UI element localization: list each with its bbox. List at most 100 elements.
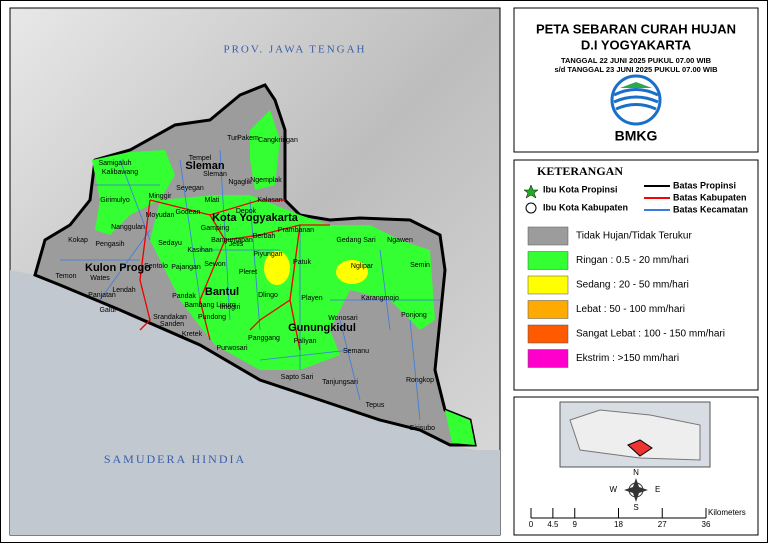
district-label: Sleman <box>203 171 227 178</box>
district-label: Gamping <box>201 225 230 232</box>
regency-label: Sleman <box>185 160 224 172</box>
district-label: Srandakan <box>153 314 187 321</box>
district-label: Kalibawang <box>102 169 138 176</box>
district-label: Wates <box>90 275 110 282</box>
regency-label: Bantul <box>205 286 239 298</box>
district-label: Kalasan <box>257 197 282 204</box>
legend-class-label: Sedang : 20 - 50 mm/hari <box>576 280 689 291</box>
compass-e: E <box>655 485 660 494</box>
district-label: Sewon <box>204 261 226 268</box>
legend-class-label: Tidak Hujan/Tidak Terukur <box>576 231 692 242</box>
district-label: Nanggulan <box>111 224 145 231</box>
region-label: PROV. JAWA TENGAH <box>223 44 366 56</box>
district-label: Moyudan <box>146 212 175 219</box>
district-label: Kokap <box>68 237 88 244</box>
district-label: Pakem <box>237 135 259 142</box>
legend-class-label: Sangat Lebat : 100 - 150 mm/hari <box>576 329 725 340</box>
district-label: Semanu <box>343 348 369 355</box>
district-label: Sanden <box>160 321 184 328</box>
district-label: Ngemplak <box>250 177 282 184</box>
district-label: Piyungan <box>253 251 282 258</box>
district-label: Ponjong <box>401 312 427 319</box>
district-label: Semin <box>410 262 430 269</box>
scale-label: 9 <box>573 520 578 529</box>
logo-text: BMKG <box>615 128 658 144</box>
legend-symbol-label: Ibu Kota Kabupaten <box>543 202 628 212</box>
district-label: Mlati <box>205 197 220 204</box>
district-label: Galur <box>99 307 117 314</box>
district-label: Temon <box>55 273 76 280</box>
circle-symbol <box>525 202 537 214</box>
scale-unit: Kilometers <box>708 508 746 517</box>
rain-moderate <box>264 251 368 285</box>
district-label: Pleret <box>239 269 257 276</box>
scale-label: 0 <box>529 520 534 529</box>
district-label: Banguntapan <box>211 237 253 244</box>
legend-class-label: Ringan : 0.5 - 20 mm/hari <box>576 255 689 266</box>
compass-s: S <box>633 503 638 512</box>
district-borders <box>60 149 440 421</box>
district-label: Panggang <box>248 335 280 342</box>
district-label: Prambanan <box>278 227 314 234</box>
period: TANGGAL 22 JUNI 2025 PUKUL 07.00 WIB <box>561 56 712 65</box>
inset-diy <box>627 439 653 457</box>
scale-label: 36 <box>702 520 711 529</box>
district-label: Girisubo <box>409 425 435 432</box>
legend-symbol-label: Ibu Kota Propinsi <box>543 184 618 194</box>
district-label: Karangmojo <box>361 295 399 302</box>
compass-w: W <box>609 485 617 494</box>
district-label: Kasihan <box>187 247 212 254</box>
legend-swatch <box>527 275 569 295</box>
district-label: Seyegan <box>176 185 204 192</box>
title: PETA SEBARAN CURAH HUJAN <box>536 21 736 36</box>
district-label: Pandak <box>172 293 196 300</box>
district-label: Sapto Sari <box>281 374 314 381</box>
district-label: Panjatan <box>88 292 116 299</box>
legend-line-label: Batas Kabupaten <box>673 192 747 202</box>
district-label: Gedang Sari <box>336 237 376 244</box>
scale-label: 18 <box>614 520 623 529</box>
district-label: Cangkringan <box>258 137 298 144</box>
sea <box>10 270 500 535</box>
period: s/d TANGGAL 23 JUNI 2025 PUKUL 07.00 WIB <box>555 65 719 74</box>
district-label: Wonosari <box>328 315 358 322</box>
district-label: Kretek <box>182 331 203 338</box>
compass <box>624 478 648 502</box>
compass-n: N <box>633 468 639 477</box>
district-label: Patuk <box>293 259 311 266</box>
star-symbol <box>523 184 539 199</box>
district-label: Ngawen <box>387 237 413 244</box>
legend-swatch <box>527 324 569 344</box>
district-label: Pundong <box>198 314 226 321</box>
district-label: Tempel <box>189 155 212 162</box>
district-label: Minggir <box>149 193 173 200</box>
district-label: Sentolo <box>144 263 168 270</box>
title: D.I YOGYAKARTA <box>581 37 692 52</box>
district-label: Ngaglik <box>228 179 252 186</box>
district-label: Playen <box>301 295 323 302</box>
district-label: Tanjungsari <box>322 379 358 386</box>
scale-label: 4.5 <box>547 520 559 529</box>
inset-java <box>569 409 701 461</box>
district-label: Girimulyo <box>100 197 130 204</box>
district-label: Godean <box>176 209 201 216</box>
district-label: Purwosari <box>216 345 248 352</box>
regency-borders <box>139 199 330 351</box>
district-label: Imogiri <box>219 304 240 311</box>
regency-label: Kulon Progo <box>85 262 151 274</box>
district-label: Sedayu <box>158 240 182 247</box>
legend-class-label: Ekstrim : >150 mm/hari <box>576 353 679 364</box>
regency-label: Gunungkidul <box>288 322 356 334</box>
district-label: Dlingo <box>258 292 278 299</box>
district-label: Depok <box>236 208 257 215</box>
district-label: Bambang Lipuro <box>184 302 235 309</box>
legend-swatch <box>527 300 569 319</box>
scale-label: 27 <box>658 520 667 529</box>
district-label: Tepus <box>366 402 385 409</box>
legend-class-label: Lebat : 50 - 100 mm/hari <box>576 304 685 315</box>
legend-swatch <box>527 349 569 368</box>
district-label: Lendah <box>112 287 135 294</box>
district-label: Pajangan <box>171 264 201 271</box>
district-label: Berbah <box>253 233 276 240</box>
